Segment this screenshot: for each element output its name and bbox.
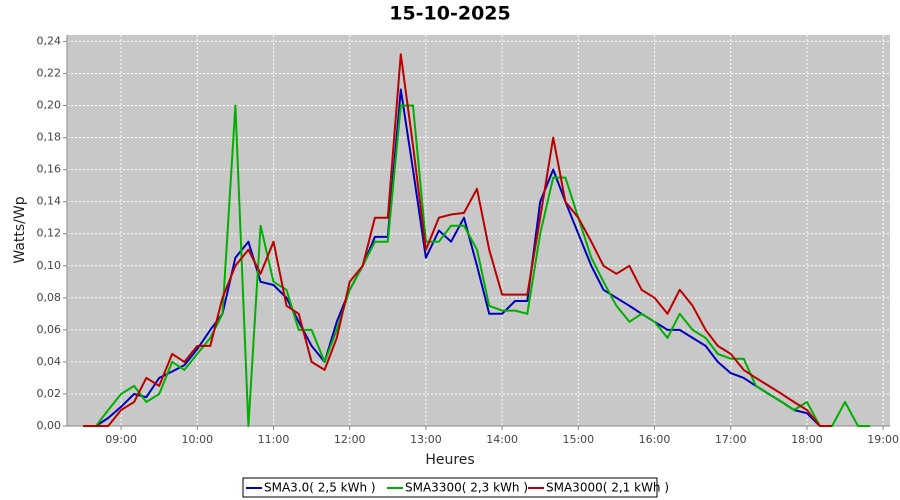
x-tick-label: 09:00 xyxy=(105,433,137,446)
legend-label: SMA3300( 2,3 kWh ) xyxy=(405,481,528,495)
y-tick-label: 0,06 xyxy=(37,323,62,336)
x-tick-label: 11:00 xyxy=(258,433,290,446)
x-tick-label: 15:00 xyxy=(562,433,594,446)
y-tick-label: 0,22 xyxy=(37,66,62,79)
y-tick-label: 0,10 xyxy=(37,259,62,272)
x-tick-label: 12:00 xyxy=(334,433,366,446)
y-tick-label: 0,18 xyxy=(37,131,62,144)
legend-label: SMA3000( 2,1 kWh ) xyxy=(546,481,669,495)
y-tick-label: 0,02 xyxy=(37,387,62,400)
y-tick-label: 0,08 xyxy=(37,291,62,304)
plot-area xyxy=(67,35,890,426)
y-tick-label: 0,04 xyxy=(37,355,62,368)
series-line xyxy=(83,88,821,427)
x-tick-label: 18:00 xyxy=(791,433,823,446)
x-tick-label: 19:00 xyxy=(867,433,899,446)
chart-title: 15-10-2025 xyxy=(389,3,511,25)
y-tick-label: 0,20 xyxy=(37,99,62,112)
x-tick-label: 10:00 xyxy=(181,433,213,446)
y-tick-label: 0,16 xyxy=(37,163,62,176)
y-tick-label: 0,00 xyxy=(37,419,62,432)
y-tick-label: 0,14 xyxy=(37,195,62,208)
legend-label: SMA3.0( 2,5 kWh ) xyxy=(264,481,376,495)
x-tick-label: 13:00 xyxy=(410,433,442,446)
x-tick-label: 16:00 xyxy=(639,433,671,446)
series-line xyxy=(83,53,833,427)
y-axis-label: Watts/Wp xyxy=(12,196,28,263)
legend xyxy=(242,477,658,498)
x-tick-label: 17:00 xyxy=(715,433,747,446)
y-tick-label: 0,24 xyxy=(37,34,62,47)
y-tick-label: 0,12 xyxy=(37,227,62,240)
x-tick-label: 14:00 xyxy=(486,433,518,446)
x-axis-label: Heures xyxy=(425,452,474,468)
